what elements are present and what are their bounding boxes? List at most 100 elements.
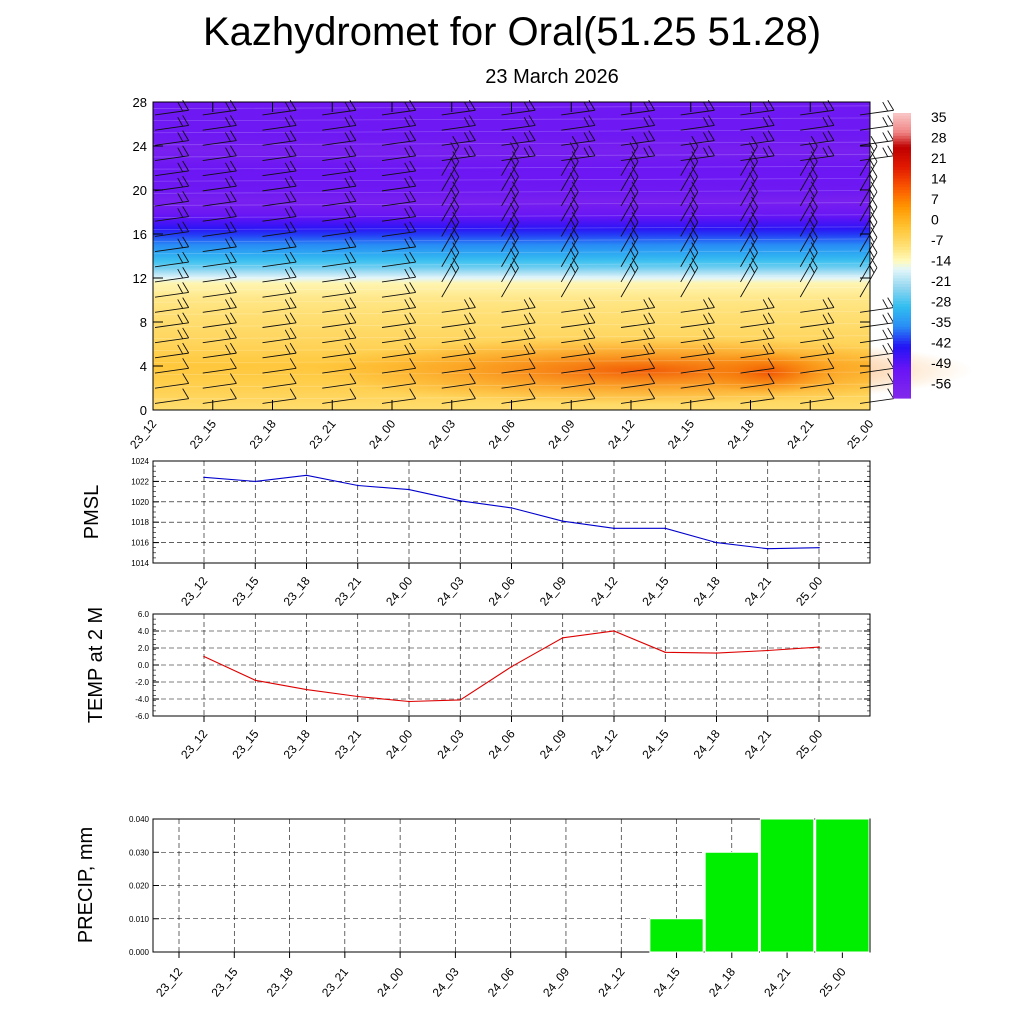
wind-barb-feather	[452, 257, 460, 268]
precip-bar	[649, 918, 704, 953]
wind-barb-feather	[643, 344, 650, 355]
wind-barb-shaft	[322, 291, 356, 298]
wind-barb-shaft	[501, 367, 536, 374]
colorbar-segment	[893, 198, 911, 202]
colorbar-segment	[893, 281, 911, 285]
wind-barb-feather	[349, 358, 357, 369]
wind-barb-shaft	[381, 261, 416, 268]
colorbar-segment	[893, 338, 911, 342]
wind-barb-feather	[469, 342, 476, 354]
wind-barb-feather	[349, 191, 357, 202]
wind-barb-feather	[284, 253, 291, 264]
colorbar-segment	[893, 383, 911, 388]
pmsl-data-point	[356, 484, 359, 487]
precip-x-tick-label: 23_15	[208, 965, 240, 1000]
colorbar-segment	[893, 380, 911, 385]
wind-barb-feather	[767, 327, 775, 339]
wind-barb-shaft	[620, 383, 655, 389]
wind-barb-feather	[344, 329, 351, 340]
wind-barb-shaft	[322, 276, 356, 283]
wind-barb-shaft	[202, 124, 237, 131]
wind-barb-feather	[177, 238, 184, 248]
colorbar-segment	[893, 184, 911, 188]
wind-barb-feather	[289, 221, 297, 232]
wind-barb-shaft	[800, 124, 834, 131]
wind-barb-shaft	[322, 307, 356, 313]
wind-barb-feather	[648, 115, 656, 126]
wind-barb-feather	[887, 373, 895, 384]
colorbar-segment	[893, 121, 911, 125]
colorbar-segment	[893, 246, 911, 251]
wind-barb-feather	[344, 284, 351, 294]
wind-barb-shaft	[501, 109, 536, 116]
heatmap-x-tick-label: 23_18	[247, 417, 279, 452]
wind-barb-shaft	[154, 307, 189, 313]
wind-barb-shaft	[620, 367, 655, 374]
wind-barb-shaft	[859, 140, 894, 146]
wind-barb-feather	[827, 115, 835, 126]
chart-title: Kazhydromet for Oral(51.25 51.28)	[202, 10, 822, 54]
wind-barb-feather	[289, 206, 297, 217]
wind-barb-shaft	[381, 140, 416, 146]
wind-barb-feather	[230, 236, 237, 248]
wind-barb-shaft	[381, 231, 416, 237]
wind-barb-feather	[827, 145, 835, 157]
wind-barb-feather	[810, 242, 818, 253]
wind-barb-shaft	[859, 322, 894, 328]
wind-barb-feather	[887, 358, 895, 369]
wind-barb-feather	[182, 388, 190, 399]
wind-barb-feather	[284, 132, 291, 142]
colorbar-segment	[893, 161, 911, 165]
wind-barb-feather	[177, 329, 184, 340]
wind-barb-feather	[648, 373, 656, 384]
wind-barb-feather	[284, 238, 291, 248]
wind-barb-feather	[177, 101, 184, 112]
wind-barb-shaft	[262, 185, 297, 192]
heatmap-x-tick-label: 23_21	[306, 417, 338, 452]
wind-barb-feather	[230, 130, 237, 141]
heatmap-y-tick-label: 28	[133, 95, 147, 110]
wind-barb-feather	[230, 266, 237, 278]
wind-barb-shaft	[740, 155, 775, 161]
temp-x-tick-label: 24_00	[383, 727, 415, 762]
wind-barb-shaft	[381, 109, 416, 116]
heatmap-x-tick-label: 24_03	[426, 417, 458, 452]
wind-barb-shaft	[680, 140, 715, 146]
wind-barb-feather	[289, 358, 297, 369]
colorbar-segment	[893, 261, 911, 265]
colorbar-segment	[893, 135, 911, 140]
wind-barb-feather	[631, 136, 639, 147]
pmsl-x-tick-label: 24_09	[537, 574, 569, 609]
colorbar-segment	[893, 352, 911, 356]
colorbar-segment	[893, 201, 911, 205]
wind-barb-shaft	[322, 185, 356, 192]
wind-barb-feather	[643, 314, 650, 324]
wind-barb-shaft	[322, 352, 356, 359]
wind-barb-feather	[225, 162, 231, 173]
wind-barb-feather	[512, 257, 519, 268]
wind-barb-shaft	[262, 337, 297, 344]
wind-barb-feather	[404, 223, 411, 233]
wind-barb-feather	[631, 257, 639, 268]
wind-barb-feather	[225, 177, 231, 188]
colorbar-segment	[893, 389, 911, 393]
wind-barb-feather	[583, 329, 590, 340]
temp-x-tick-label: 24_03	[434, 727, 466, 762]
wind-barb-feather	[284, 329, 291, 340]
wind-barb-shaft	[620, 124, 655, 131]
wind-barb-shaft	[501, 140, 536, 146]
wind-barb-feather	[464, 132, 470, 142]
wind-barb-feather	[177, 162, 184, 173]
wind-barb-feather	[827, 327, 835, 339]
temp-x-tick-label: 25_00	[793, 727, 825, 762]
wind-barb-shaft	[441, 109, 476, 116]
precip-bar	[759, 818, 815, 953]
wind-barb-feather	[571, 196, 579, 208]
pmsl-y-tick-label: 1016	[131, 539, 149, 548]
colorbar-segment	[893, 241, 911, 245]
wind-barb-feather	[404, 253, 411, 264]
wind-barb-feather	[583, 147, 590, 157]
colorbar-label: -28	[931, 294, 951, 310]
wind-barb-feather	[643, 329, 650, 340]
wind-barb-shaft	[740, 322, 775, 328]
